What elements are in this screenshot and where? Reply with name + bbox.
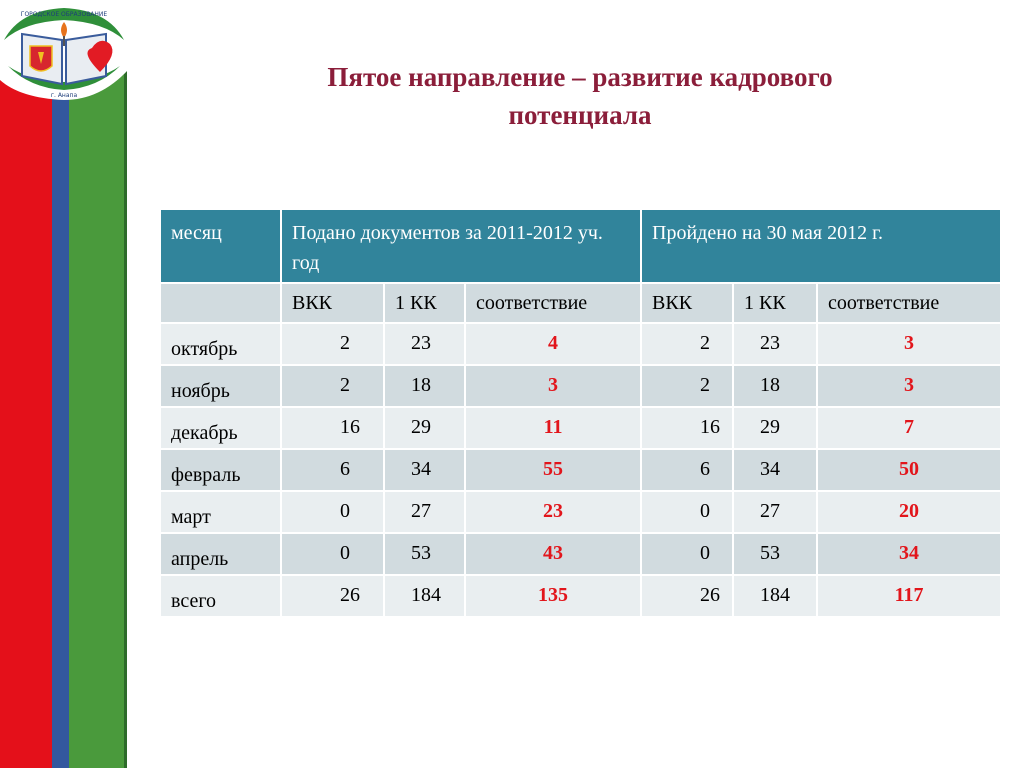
row-month: март	[159, 490, 282, 534]
cell-1kk-submitted: 184	[383, 574, 466, 618]
cell-1kk-passed: 23	[732, 322, 819, 366]
cell-1kk-submitted: 23	[383, 322, 466, 366]
cell-1kk-submitted: 27	[383, 490, 466, 534]
subheader-1kk-submitted: 1 КК	[383, 282, 466, 324]
page-title-line1: Пятое направление – развитие кадрового	[327, 62, 833, 92]
page-title: Пятое направление – развитие кадрового п…	[160, 58, 1000, 134]
cell-match-submitted: 3	[463, 364, 643, 408]
table-row: декабрь 16 29 11 16 29 7	[159, 406, 1003, 450]
table-subheader-row: ВКК 1 КК соответствие ВКК 1 КК соответст…	[159, 282, 1003, 324]
cell-match-submitted: 55	[463, 448, 643, 492]
cell-match-submitted: 4	[463, 322, 643, 366]
certification-table: месяц Подано документов за 2011-2012 уч.…	[159, 208, 1003, 618]
table-header-row: месяц Подано документов за 2011-2012 уч.…	[159, 208, 1003, 284]
cell-vkk-passed: 6	[640, 448, 735, 492]
cell-vkk-submitted: 16	[280, 406, 385, 450]
row-month: апрель	[159, 532, 282, 576]
page-title-line2: потенциала	[508, 100, 652, 130]
cell-vkk-submitted: 0	[280, 490, 385, 534]
cell-vkk-submitted: 2	[280, 364, 385, 408]
flag-stripe-blue	[52, 0, 69, 768]
cell-vkk-submitted: 26	[280, 574, 385, 618]
cell-1kk-passed: 27	[732, 490, 819, 534]
cell-vkk-submitted: 2	[280, 322, 385, 366]
row-month: февраль	[159, 448, 282, 492]
cell-1kk-passed: 18	[732, 364, 819, 408]
cell-match-passed: 20	[816, 490, 1003, 534]
cell-1kk-submitted: 53	[383, 532, 466, 576]
table-row: всего 26 184 135 26 184 117	[159, 574, 1003, 618]
cell-match-passed: 7	[816, 406, 1003, 450]
table-row: ноябрь 2 18 3 2 18 3	[159, 364, 1003, 408]
table-row: март 0 27 23 0 27 20	[159, 490, 1003, 534]
cell-match-passed: 50	[816, 448, 1003, 492]
header-month: месяц	[159, 208, 282, 284]
row-month: декабрь	[159, 406, 282, 450]
cell-1kk-submitted: 18	[383, 364, 466, 408]
flag-stripe-edge	[124, 0, 127, 768]
cell-match-submitted: 43	[463, 532, 643, 576]
cell-match-passed: 3	[816, 322, 1003, 366]
cell-match-submitted: 11	[463, 406, 643, 450]
subheader-vkk-submitted: ВКК	[280, 282, 385, 324]
cell-vkk-passed: 16	[640, 406, 735, 450]
table-row: февраль 6 34 55 6 34 50	[159, 448, 1003, 492]
cell-1kk-submitted: 29	[383, 406, 466, 450]
svg-text:г. Анапа: г. Анапа	[51, 92, 78, 99]
row-month: всего	[159, 574, 282, 618]
cell-vkk-passed: 26	[640, 574, 735, 618]
svg-text:ГОРОДСКОЕ ОБРАЗОВАНИЕ: ГОРОДСКОЕ ОБРАЗОВАНИЕ	[21, 11, 108, 18]
cell-match-submitted: 135	[463, 574, 643, 618]
table-row: апрель 0 53 43 0 53 34	[159, 532, 1003, 576]
flag-stripe-green	[69, 0, 124, 768]
subheader-match-submitted: соответствие	[463, 282, 643, 324]
row-month: ноябрь	[159, 364, 282, 408]
header-submitted: Подано документов за 2011-2012 уч. год	[279, 208, 643, 284]
subheader-vkk-passed: ВКК	[640, 282, 735, 324]
cell-vkk-passed: 2	[640, 364, 735, 408]
city-education-emblem-icon: ГОРОДСКОЕ ОБРАЗОВАНИЕ г. Анапа	[0, 0, 128, 100]
cell-1kk-passed: 53	[732, 532, 819, 576]
cell-vkk-passed: 2	[640, 322, 735, 366]
cell-match-passed: 3	[816, 364, 1003, 408]
header-passed: Пройдено на 30 мая 2012 г.	[640, 208, 1003, 284]
table-row: октябрь 2 23 4 2 23 3	[159, 322, 1003, 366]
row-month: октябрь	[159, 322, 282, 366]
subheader-1kk-passed: 1 КК	[732, 282, 819, 324]
cell-1kk-passed: 184	[732, 574, 819, 618]
cell-match-passed: 117	[816, 574, 1003, 618]
cell-match-submitted: 23	[463, 490, 643, 534]
cell-match-passed: 34	[816, 532, 1003, 576]
cell-1kk-passed: 29	[732, 406, 819, 450]
cell-1kk-passed: 34	[732, 448, 819, 492]
cell-vkk-passed: 0	[640, 532, 735, 576]
cell-vkk-submitted: 6	[280, 448, 385, 492]
subheader-empty	[159, 282, 282, 324]
flag-stripe-red	[0, 0, 52, 768]
cell-vkk-passed: 0	[640, 490, 735, 534]
subheader-match-passed: соответствие	[816, 282, 1003, 324]
cell-vkk-submitted: 0	[280, 532, 385, 576]
cell-1kk-submitted: 34	[383, 448, 466, 492]
